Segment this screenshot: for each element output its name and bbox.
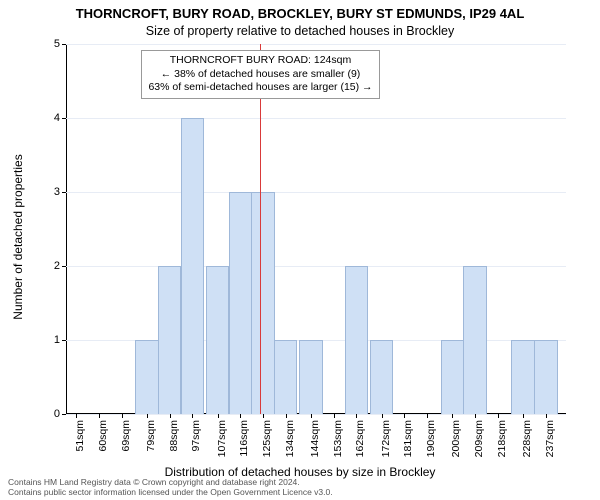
- x-tick-mark: [334, 414, 335, 418]
- x-tick-label: 125sqm: [261, 420, 273, 457]
- x-tick-label: 153sqm: [332, 420, 344, 457]
- x-tick-label: 97sqm: [190, 420, 202, 452]
- x-tick-label: 181sqm: [402, 420, 414, 457]
- x-tick-label: 228sqm: [521, 420, 533, 457]
- x-tick-label: 51sqm: [74, 420, 86, 452]
- page-title: THORNCROFT, BURY ROAD, BROCKLEY, BURY ST…: [0, 6, 600, 21]
- x-tick-label: 144sqm: [309, 420, 321, 457]
- histogram-bar: [158, 266, 181, 414]
- histogram-bar: [181, 118, 204, 414]
- x-tick-label: 79sqm: [145, 420, 157, 452]
- x-tick-mark: [427, 414, 428, 418]
- x-tick-label: 218sqm: [496, 420, 508, 457]
- x-tick-label: 200sqm: [450, 420, 462, 457]
- x-tick-mark: [546, 414, 547, 418]
- histogram-bar: [206, 266, 229, 414]
- x-tick-mark: [498, 414, 499, 418]
- footnote-line1: Contains HM Land Registry data © Crown c…: [8, 477, 300, 487]
- x-tick-label: 237sqm: [544, 420, 556, 457]
- x-tick-mark: [311, 414, 312, 418]
- annotation-line: THORNCROFT BURY ROAD: 124sqm: [148, 54, 372, 68]
- x-tick-mark: [147, 414, 148, 418]
- histogram-bar: [345, 266, 368, 414]
- x-tick-label: 190sqm: [425, 420, 437, 457]
- x-tick-label: 107sqm: [216, 420, 228, 457]
- annotation-line: ← 38% of detached houses are smaller (9): [148, 68, 372, 82]
- x-tick-mark: [240, 414, 241, 418]
- x-tick-mark: [170, 414, 171, 418]
- annotation-box: THORNCROFT BURY ROAD: 124sqm← 38% of det…: [141, 50, 379, 99]
- histogram-bar: [511, 340, 534, 414]
- x-tick-mark: [192, 414, 193, 418]
- x-tick-mark: [76, 414, 77, 418]
- x-tick-label: 69sqm: [120, 420, 132, 452]
- grid-line: [66, 118, 566, 119]
- y-tick-label: 4: [54, 112, 66, 124]
- grid-line: [66, 192, 566, 193]
- x-tick-mark: [452, 414, 453, 418]
- x-tick-mark: [382, 414, 383, 418]
- x-tick-label: 172sqm: [380, 420, 392, 457]
- grid-line: [66, 414, 566, 415]
- x-tick-mark: [356, 414, 357, 418]
- x-tick-label: 116sqm: [238, 420, 250, 457]
- x-tick-label: 60sqm: [97, 420, 109, 452]
- x-tick-label: 209sqm: [473, 420, 485, 457]
- plot-area: 012345THORNCROFT BURY ROAD: 124sqm← 38% …: [66, 44, 566, 414]
- x-tick-label: 134sqm: [284, 420, 296, 457]
- x-tick-mark: [218, 414, 219, 418]
- footnote: Contains HM Land Registry data © Crown c…: [6, 476, 335, 498]
- marker-line: [260, 44, 261, 414]
- histogram-bar: [251, 192, 274, 414]
- grid-line: [66, 44, 566, 45]
- x-tick-mark: [475, 414, 476, 418]
- chart-container: THORNCROFT, BURY ROAD, BROCKLEY, BURY ST…: [0, 0, 600, 500]
- y-tick-label: 0: [54, 408, 66, 420]
- x-tick-mark: [286, 414, 287, 418]
- histogram-bar: [441, 340, 464, 414]
- histogram-bar: [229, 192, 252, 414]
- subtitle: Size of property relative to detached ho…: [0, 24, 600, 38]
- x-tick-mark: [122, 414, 123, 418]
- footnote-line2: Contains public sector information licen…: [8, 487, 333, 497]
- x-tick-mark: [523, 414, 524, 418]
- histogram-bar: [534, 340, 557, 414]
- histogram-bar: [135, 340, 158, 414]
- x-tick-mark: [99, 414, 100, 418]
- y-tick-label: 3: [54, 186, 66, 198]
- histogram-bar: [274, 340, 297, 414]
- y-tick-label: 1: [54, 334, 66, 346]
- y-axis-label: Number of detached properties: [11, 154, 25, 319]
- y-tick-label: 5: [54, 38, 66, 50]
- histogram-bar: [463, 266, 486, 414]
- x-tick-label: 162sqm: [354, 420, 366, 457]
- x-tick-mark: [263, 414, 264, 418]
- histogram-bar: [370, 340, 393, 414]
- histogram-bar: [299, 340, 322, 414]
- y-tick-label: 2: [54, 260, 66, 272]
- grid-line: [66, 266, 566, 267]
- x-tick-mark: [404, 414, 405, 418]
- annotation-line: 63% of semi-detached houses are larger (…: [148, 81, 372, 95]
- x-tick-label: 88sqm: [168, 420, 180, 452]
